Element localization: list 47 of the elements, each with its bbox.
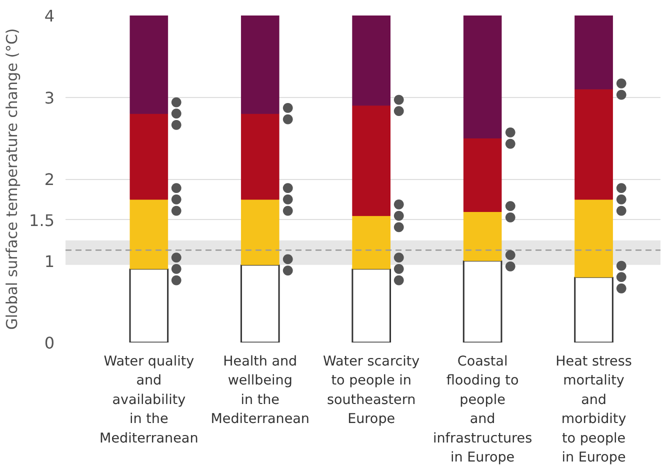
bar: [130, 199, 168, 270]
y-tick-label: 3: [44, 88, 55, 108]
annotation: ●●●: [392, 198, 407, 233]
y-tick-label: 1: [44, 252, 55, 271]
bar: [574, 276, 614, 342]
y-axis-title: Global surface temperature change (°C): [3, 28, 22, 330]
annotation: ●●●: [169, 96, 184, 131]
bar: [574, 16, 613, 90]
x-tick-label: Coastal flooding to people and infrastructures in Europe: [432, 354, 532, 466]
bar: [240, 113, 280, 200]
annotation: ●●: [280, 102, 296, 125]
annotation: ●●: [614, 78, 630, 100]
annotation: ●●: [502, 126, 518, 150]
annotation: ●●●: [169, 252, 184, 286]
bar: [352, 16, 390, 106]
bar: [240, 199, 280, 266]
bar: [352, 105, 390, 216]
y-tick-label: 2: [44, 170, 55, 189]
bar: [462, 260, 502, 342]
bar: [240, 16, 280, 114]
bar: [130, 113, 168, 200]
y-tick-label: 1.5: [29, 210, 55, 230]
bar: [240, 264, 280, 342]
bar: [130, 16, 168, 114]
bar: [574, 88, 613, 200]
x-tick-label: Health and wellbeing in the Mediterranean: [210, 354, 310, 428]
annotation: ●●: [392, 94, 407, 117]
annotation: ●●●: [614, 182, 630, 216]
annotation: ●●: [502, 200, 518, 224]
annotation: ●●: [502, 249, 518, 272]
bar: [463, 138, 502, 212]
bar: [352, 216, 390, 270]
annotation: ●●●: [392, 252, 407, 286]
bar: [574, 199, 613, 278]
bar: [463, 16, 502, 138]
bar: [129, 268, 169, 342]
annotation: ●●●: [614, 260, 630, 294]
annotation: ●●●: [169, 182, 184, 216]
annotation: ●●: [280, 253, 296, 276]
x-tick-label: Water scarcity to people in southeastern Europe: [323, 354, 420, 428]
y-tick-label: 0: [44, 334, 55, 352]
y-tick-label: 4: [44, 6, 55, 26]
bar: [352, 268, 391, 342]
bar: [463, 211, 502, 261]
x-tick-label: Water quality and availability in the Mediterranean: [100, 354, 198, 446]
x-tick-label: Heat stress mortality and morbidity to people in Europe: [556, 354, 632, 466]
annotation: ●●●: [280, 182, 296, 216]
